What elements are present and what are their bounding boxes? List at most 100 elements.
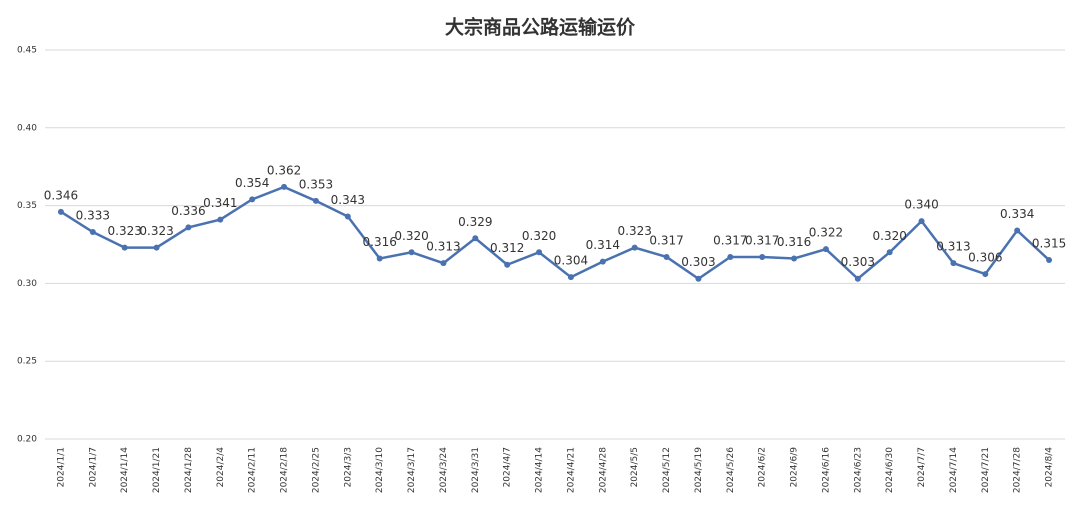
data-label: 0.354 — [235, 176, 269, 190]
point — [153, 244, 160, 251]
data-label: 0.312 — [490, 241, 524, 255]
point — [281, 183, 288, 190]
y-tick-label: 0.40 — [17, 123, 37, 133]
x-tick-label: 2024/2/25 — [311, 447, 321, 493]
x-tick-label: 2024/7/7 — [917, 447, 927, 487]
x-tick-label: 2024/4/28 — [598, 447, 608, 493]
point — [217, 216, 224, 223]
x-tick-label: 2024/3/24 — [439, 447, 449, 493]
point — [791, 255, 798, 262]
x-tick-label: 2024/7/14 — [949, 447, 959, 493]
x-tick-label: 2024/3/3 — [343, 447, 353, 487]
point — [536, 249, 543, 256]
data-label: 0.304 — [554, 254, 588, 268]
point — [57, 208, 64, 215]
data-label: 0.346 — [44, 188, 78, 202]
data-label: 0.353 — [299, 177, 333, 191]
point — [599, 258, 606, 265]
point — [950, 260, 957, 267]
y-tick-label: 0.20 — [17, 435, 37, 445]
data-label: 0.303 — [681, 255, 715, 269]
data-label: 0.340 — [904, 198, 938, 212]
x-tick-label: 2024/6/2 — [758, 447, 768, 487]
data-label: 0.316 — [777, 235, 811, 249]
x-tick-label: 2024/2/18 — [280, 447, 290, 493]
data-label: 0.320 — [394, 229, 428, 243]
point — [727, 253, 734, 260]
data-label: 0.303 — [841, 255, 875, 269]
x-tick-label: 2024/1/28 — [184, 447, 194, 493]
x-tick-label: 2024/3/17 — [407, 447, 417, 493]
data-label: 0.320 — [522, 229, 556, 243]
point — [695, 275, 702, 282]
point — [121, 244, 128, 251]
x-tick-label: 2024/1/21 — [152, 447, 162, 493]
x-tick-label: 2024/1/7 — [88, 447, 98, 487]
x-tick-label: 2024/2/11 — [248, 447, 258, 493]
x-tick-label: 2024/6/23 — [853, 447, 863, 493]
data-label: 0.333 — [76, 209, 110, 223]
point — [822, 246, 829, 253]
x-tick-label: 2024/1/1 — [56, 447, 66, 487]
data-label: 0.323 — [139, 224, 173, 238]
data-label: 0.317 — [649, 233, 683, 247]
point — [918, 218, 925, 225]
point — [376, 255, 383, 262]
point — [1046, 257, 1053, 264]
x-tick-label: 2024/7/28 — [1013, 447, 1023, 493]
data-label: 0.334 — [1000, 207, 1034, 221]
x-tick-label: 2024/4/7 — [503, 447, 513, 487]
point — [504, 261, 511, 268]
point — [631, 244, 638, 251]
point — [344, 213, 351, 220]
data-label: 0.323 — [618, 224, 652, 238]
x-tick-label: 2024/5/26 — [726, 447, 736, 493]
data-label: 0.317 — [713, 233, 747, 247]
point — [567, 274, 574, 281]
point — [1014, 227, 1021, 234]
x-tick-label: 2024/3/31 — [471, 447, 481, 493]
data-label: 0.336 — [171, 204, 205, 218]
point — [440, 260, 447, 267]
point — [663, 253, 670, 260]
y-tick-label: 0.30 — [17, 279, 37, 289]
point — [886, 249, 893, 256]
x-tick-label: 2024/7/21 — [981, 447, 991, 493]
x-tick-label: 2024/6/30 — [885, 447, 895, 493]
x-tick-label: 2024/4/14 — [535, 447, 545, 493]
y-tick-label: 0.25 — [17, 357, 37, 367]
y-tick-label: 0.45 — [17, 46, 37, 56]
x-tick-label: 2024/3/10 — [375, 447, 385, 493]
data-label: 0.317 — [745, 233, 779, 247]
x-tick-label: 2024/5/19 — [694, 447, 704, 493]
line — [60, 185, 1050, 281]
data-label: 0.306 — [968, 251, 1002, 265]
point — [982, 271, 989, 278]
point — [854, 275, 861, 282]
x-tick-label: 2024/6/16 — [821, 447, 831, 493]
data-label: 0.320 — [873, 229, 907, 243]
x-tick-label: 2024/5/12 — [662, 447, 672, 493]
x-tick-label: 2024/2/4 — [216, 447, 226, 488]
x-tick-label: 2024/4/21 — [566, 447, 576, 493]
point — [185, 224, 192, 231]
point — [89, 229, 96, 236]
point — [408, 249, 415, 256]
data-label: 0.362 — [267, 163, 301, 177]
data-label: 0.315 — [1032, 237, 1066, 251]
data-label: 0.314 — [586, 238, 620, 252]
x-tick-label: 2024/1/14 — [120, 447, 130, 493]
y-tick-label: 0.35 — [17, 201, 37, 211]
data-label: 0.313 — [426, 240, 460, 254]
point — [472, 235, 479, 242]
data-label: 0.316 — [363, 235, 397, 249]
data-label: 0.343 — [331, 193, 365, 207]
x-tick-label: 2024/8/4 — [1045, 447, 1055, 488]
data-label: 0.329 — [458, 215, 492, 229]
point — [249, 196, 256, 203]
x-tick-label: 2024/5/5 — [630, 447, 640, 487]
data-label: 0.341 — [203, 196, 237, 210]
x-tick-label: 2024/6/9 — [790, 447, 800, 488]
point — [312, 197, 319, 204]
